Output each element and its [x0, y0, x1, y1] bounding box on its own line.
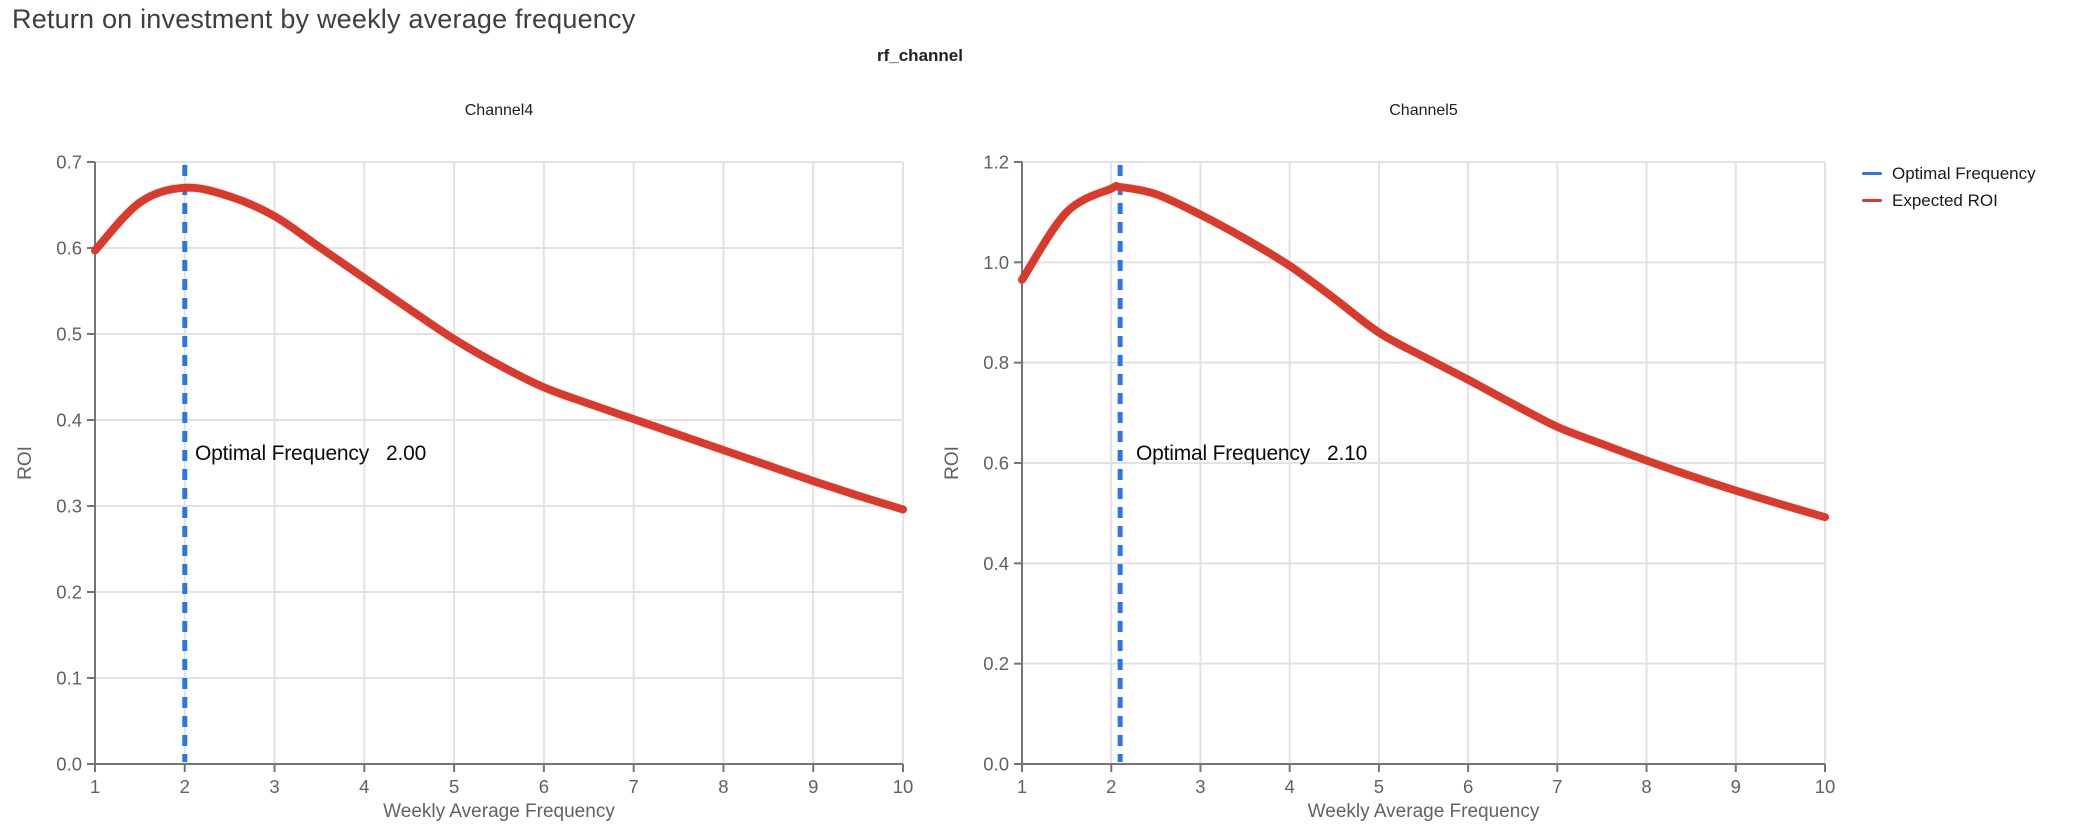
annotation-label: Optimal Frequency: [195, 442, 370, 465]
optimal-frequency-annotation-channel4: Optimal Frequency 2.00: [195, 442, 426, 466]
expected-roi-curve: [91, 183, 907, 514]
y-tick-label: 0.4: [56, 410, 82, 431]
y-tick-label: 0.5: [56, 324, 82, 345]
legend-item-expected-roi: Expected ROI: [1862, 187, 2036, 214]
x-tick-label: 6: [539, 776, 549, 797]
x-tick-label: 4: [359, 776, 369, 797]
x-tick-label: 5: [1374, 776, 1384, 797]
x-axis-title-left: Weekly Average Frequency: [383, 801, 615, 822]
optimal-frequency-annotation-channel5: Optimal Frequency 2.10: [1136, 442, 1367, 466]
page-title: Return on investment by weekly average f…: [12, 4, 636, 34]
x-tick-label: 8: [718, 776, 728, 797]
y-tick-label: 0.1: [56, 668, 82, 689]
y-tick-label: 0.7: [56, 152, 82, 173]
panel-title-channel5: Channel5: [1389, 102, 1458, 119]
y-tick-label: 0.3: [56, 496, 82, 517]
y-axis-title-left: ROI: [15, 446, 36, 480]
x-tick-label: 2: [1106, 776, 1116, 797]
y-tick-label: 0.0: [983, 754, 1009, 775]
legend-label: Optimal Frequency: [1892, 163, 2036, 183]
expected-roi-curve: [1018, 181, 1829, 522]
legend-label: Expected ROI: [1892, 190, 1998, 210]
y-tick-label: 1.0: [983, 252, 1009, 273]
y-tick-label: 0.2: [56, 582, 82, 603]
expected-roi-line-swatch: [1862, 198, 1882, 203]
x-tick-label: 7: [629, 776, 639, 797]
x-tick-label: 1: [90, 776, 100, 797]
y-tick-label: 0.2: [983, 653, 1009, 674]
y-tick-label: 1.2: [983, 152, 1009, 173]
x-tick-label: 5: [449, 776, 459, 797]
legend-item-optimal-frequency: Optimal Frequency: [1862, 160, 2036, 187]
y-tick-label: 0.6: [983, 453, 1009, 474]
panel-title-channel4: Channel4: [464, 102, 534, 119]
x-axis-title-right: Weekly Average Frequency: [1307, 801, 1540, 822]
x-tick-label: 9: [1731, 776, 1741, 797]
annotation-label: Optimal Frequency: [1136, 442, 1311, 465]
x-tick-label: 1: [1017, 776, 1027, 797]
y-tick-label: 0.6: [56, 238, 82, 259]
x-tick-label: 7: [1552, 776, 1562, 797]
legend: Optimal Frequency Expected ROI: [1862, 160, 2036, 214]
annotation-value: 2.00: [386, 442, 427, 465]
annotation-value: 2.10: [1327, 442, 1368, 465]
x-tick-label: 3: [269, 776, 279, 797]
y-tick-label: 0.4: [983, 553, 1009, 574]
optimal-frequency-line-swatch: [1862, 171, 1882, 176]
x-tick-label: 6: [1463, 776, 1473, 797]
facet-header-rf-channel: rf_channel: [877, 46, 963, 65]
x-tick-label: 8: [1641, 776, 1651, 797]
x-tick-label: 2: [180, 776, 190, 797]
x-tick-label: 3: [1195, 776, 1205, 797]
y-tick-label: 0.8: [983, 352, 1009, 373]
x-tick-label: 10: [1815, 776, 1836, 797]
y-axis-title-right: ROI: [942, 446, 963, 480]
x-tick-label: 4: [1285, 776, 1295, 797]
x-tick-label: 10: [893, 776, 914, 797]
y-tick-label: 0.0: [56, 754, 82, 775]
x-tick-label: 9: [808, 776, 818, 797]
